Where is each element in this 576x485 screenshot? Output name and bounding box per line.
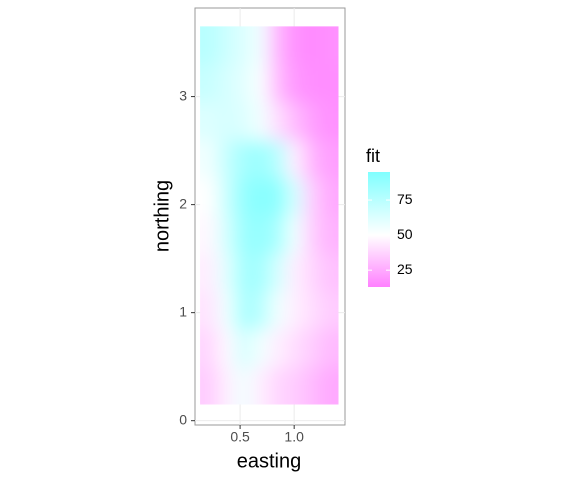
- cell: [286, 101, 305, 141]
- cell: [303, 215, 322, 254]
- cell: [200, 253, 218, 292]
- cell: [251, 215, 270, 254]
- x-axis-title: easting: [237, 450, 302, 472]
- cell: [303, 177, 322, 216]
- cell: [321, 64, 339, 103]
- cell: [321, 26, 339, 65]
- cell: [303, 328, 322, 368]
- cell: [286, 253, 305, 292]
- cell: [269, 366, 288, 405]
- cell: [200, 215, 218, 254]
- cell: [286, 291, 305, 330]
- cell: [321, 101, 339, 141]
- cell: [200, 64, 218, 103]
- cell: [234, 215, 253, 254]
- cell: [269, 328, 288, 368]
- y-tick-label: 0: [179, 411, 187, 427]
- cell: [200, 101, 218, 141]
- cell: [286, 177, 305, 216]
- cell: [321, 291, 339, 330]
- x-tick-label: 0.5: [230, 429, 250, 445]
- cell: [234, 291, 253, 330]
- cell: [200, 139, 218, 179]
- cell: [234, 101, 253, 141]
- cell: [251, 139, 270, 179]
- cell: [269, 291, 288, 330]
- cell: [286, 366, 305, 405]
- cell: [217, 215, 236, 254]
- cell: [251, 366, 270, 405]
- cell: [321, 253, 339, 292]
- cell: [269, 64, 288, 103]
- x-tick-label: 1.0: [284, 429, 304, 445]
- cell: [303, 366, 322, 405]
- cell: [217, 139, 236, 179]
- y-tick-label: 3: [179, 87, 187, 103]
- legend-label: 25: [397, 261, 413, 277]
- cell: [269, 26, 288, 65]
- cell: [251, 291, 270, 330]
- cell: [234, 177, 253, 216]
- cell: [286, 64, 305, 103]
- cell: [303, 253, 322, 292]
- cell: [200, 291, 218, 330]
- cell: [286, 215, 305, 254]
- y-tick-label: 1: [179, 303, 187, 319]
- cell: [217, 253, 236, 292]
- legend-title: fit: [366, 146, 380, 166]
- legend-colorbar: [368, 172, 390, 287]
- legend-label: 75: [397, 191, 413, 207]
- cell: [321, 328, 339, 368]
- cell: [217, 64, 236, 103]
- cell: [234, 26, 253, 65]
- cell: [303, 26, 322, 65]
- cell: [269, 177, 288, 216]
- cell: [251, 26, 270, 65]
- cell: [251, 101, 270, 141]
- cell: [200, 177, 218, 216]
- cell: [321, 366, 339, 405]
- cell: [234, 253, 253, 292]
- y-axis-title: northing: [151, 180, 173, 252]
- cell: [303, 101, 322, 141]
- cell: [286, 328, 305, 368]
- cell: [251, 253, 270, 292]
- legend-label: 50: [397, 226, 413, 242]
- cell: [234, 366, 253, 405]
- cell: [303, 64, 322, 103]
- cell: [217, 366, 236, 405]
- cell: [217, 291, 236, 330]
- cell: [251, 64, 270, 103]
- cell: [321, 215, 339, 254]
- cell: [269, 139, 288, 179]
- cell: [251, 328, 270, 368]
- cell: [269, 215, 288, 254]
- cell: [321, 177, 339, 216]
- cell: [217, 328, 236, 368]
- cell: [269, 253, 288, 292]
- cell: [234, 64, 253, 103]
- cell: [303, 139, 322, 179]
- cell: [251, 177, 270, 216]
- cell: [234, 139, 253, 179]
- cell: [217, 101, 236, 141]
- cell: [234, 328, 253, 368]
- cell: [286, 139, 305, 179]
- cell: [200, 328, 218, 368]
- cell: [200, 366, 218, 405]
- cell: [286, 26, 305, 65]
- cell: [269, 101, 288, 141]
- cell: [321, 139, 339, 179]
- cell: [217, 26, 236, 65]
- cell: [200, 26, 218, 65]
- y-tick-label: 2: [179, 195, 187, 211]
- cell: [217, 177, 236, 216]
- cell: [303, 291, 322, 330]
